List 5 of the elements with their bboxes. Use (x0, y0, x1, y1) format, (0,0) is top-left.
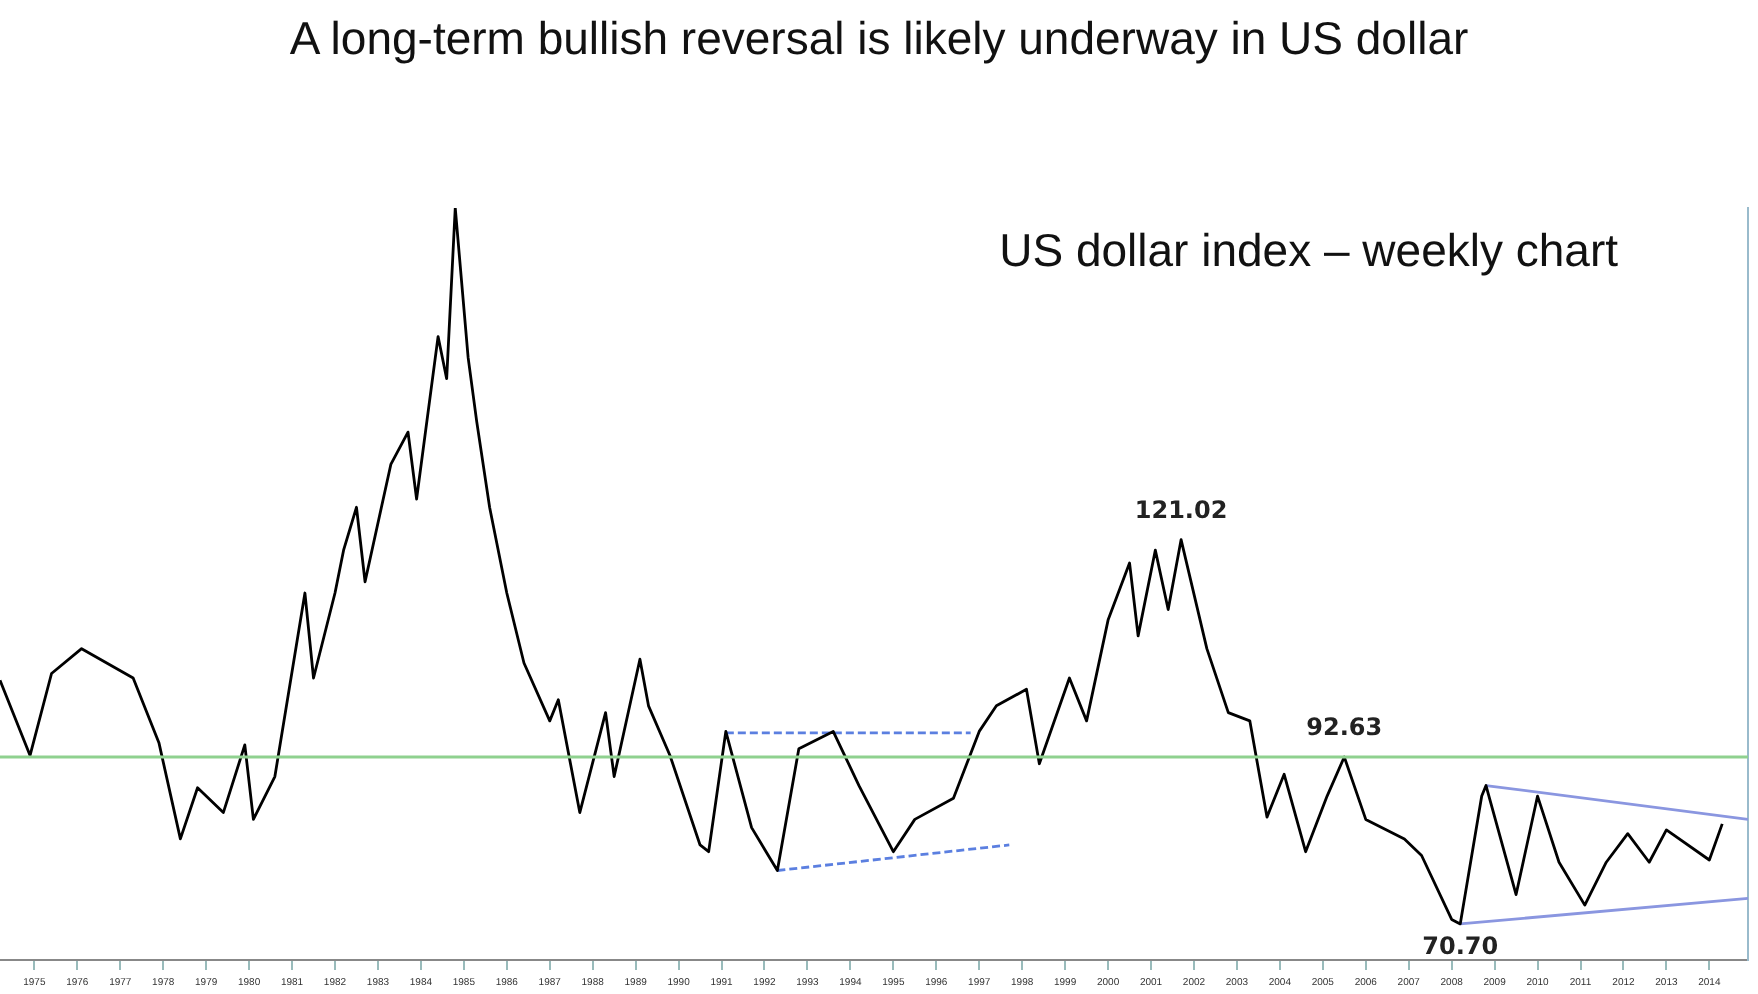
annotation: 70.70 (1422, 932, 1499, 961)
chart-title: A long-term bullish reversal is likely underway in US dollar (287, 12, 1471, 66)
annotation: 92.63 (1306, 713, 1383, 742)
annotation: 121.02 (1134, 495, 1228, 524)
chart-subtitle: US dollar index – weekly chart (999, 224, 1618, 278)
